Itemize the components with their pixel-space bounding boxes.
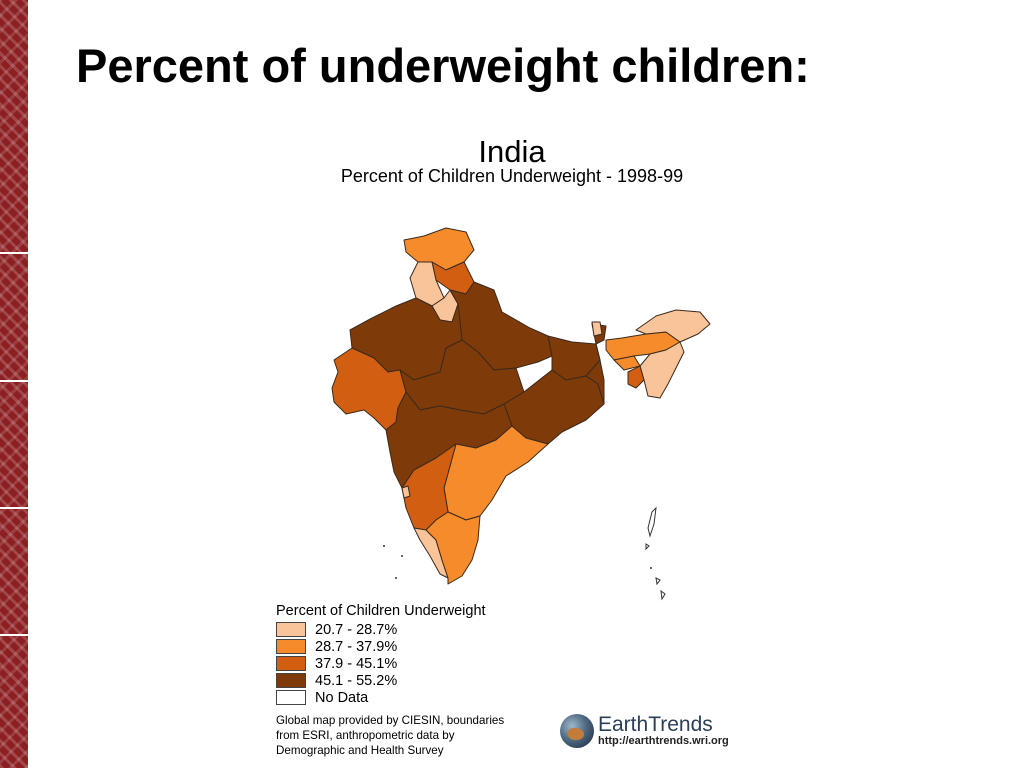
region-karnataka bbox=[401, 443, 457, 531]
map-title: India bbox=[478, 134, 546, 169]
legend-swatch bbox=[276, 673, 306, 688]
logo-name: EarthTrends bbox=[598, 713, 713, 736]
legend-swatch bbox=[276, 656, 306, 671]
map-legend: Percent of Children Underweight 20.7 - 2… bbox=[276, 603, 486, 706]
legend-label: 28.7 - 37.9% bbox=[315, 638, 398, 655]
nicobar-island-outline bbox=[660, 589, 666, 601]
credit-line: Global map provided by CIESIN, boundarie… bbox=[276, 714, 505, 727]
andaman-island-outline bbox=[647, 506, 657, 538]
region-gujarat bbox=[331, 347, 407, 431]
credit-line: from ESRI, anthropometric data by bbox=[276, 729, 455, 742]
map-subtitle: Percent of Children Underweight - 1998-9… bbox=[340, 166, 684, 186]
lakshadweep-dot bbox=[395, 577, 397, 579]
legend-swatch bbox=[276, 639, 306, 654]
border-separator bbox=[0, 634, 28, 636]
legend-title: Percent of Children Underweight bbox=[276, 603, 486, 619]
border-separator bbox=[0, 252, 28, 254]
legend-label: No Data bbox=[315, 689, 369, 706]
globe-icon bbox=[560, 714, 594, 749]
legend-item: 20.7 - 28.7% bbox=[276, 621, 486, 638]
border-separator bbox=[0, 507, 28, 509]
decorative-side-border bbox=[0, 0, 28, 768]
legend-item: 37.9 - 45.1% bbox=[276, 655, 486, 672]
region-west-bengal bbox=[585, 323, 607, 405]
legend-swatch bbox=[276, 622, 306, 637]
legend-label: 20.7 - 28.7% bbox=[315, 621, 398, 638]
region-sikkim bbox=[591, 321, 603, 337]
logo-url: http://earthtrends.wri.org bbox=[598, 735, 729, 747]
island-dot bbox=[650, 567, 652, 569]
legend-item: No Data bbox=[276, 689, 486, 706]
region-goa bbox=[401, 485, 411, 499]
andaman-island-outline bbox=[645, 543, 650, 551]
earthtrends-logo: EarthTrends http://earthtrends.wri.org bbox=[560, 713, 729, 749]
region-tripura bbox=[627, 365, 645, 389]
legend-item: 28.7 - 37.9% bbox=[276, 638, 486, 655]
slide-title: Percent of underweight children: bbox=[76, 39, 810, 92]
legend-label: 37.9 - 45.1% bbox=[315, 655, 398, 672]
region-arunachal-pradesh bbox=[635, 309, 711, 343]
legend-swatch bbox=[276, 690, 306, 705]
legend-label: 45.1 - 55.2% bbox=[315, 672, 398, 689]
lakshadweep-dot bbox=[383, 545, 385, 547]
nicobar-island-outline bbox=[655, 577, 661, 586]
legend-item: 45.1 - 55.2% bbox=[276, 672, 486, 689]
map-credit: Global map provided by CIESIN, boundarie… bbox=[276, 713, 551, 758]
lakshadweep-dot bbox=[401, 555, 403, 557]
border-separator bbox=[0, 380, 28, 382]
credit-line: Demographic and Health Survey bbox=[276, 744, 444, 757]
region-tamil-nadu bbox=[425, 511, 481, 585]
